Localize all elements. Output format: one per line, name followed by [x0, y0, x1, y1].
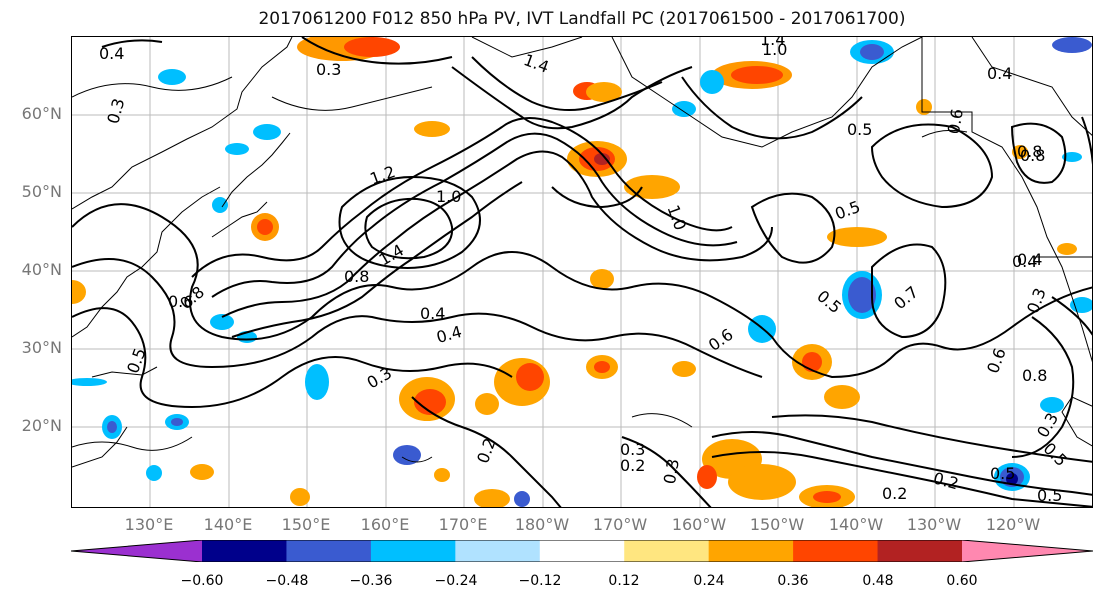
contour-label: 0.4 — [1012, 252, 1037, 271]
colorbar-segments — [202, 540, 963, 562]
contour-label: 0.6 — [983, 345, 1010, 375]
contour-label: 0.6 — [944, 107, 967, 135]
colorbar-segment — [624, 540, 710, 562]
colorbar-tick: 0.24 — [693, 573, 725, 589]
colorbar-tick: 0.12 — [608, 573, 640, 589]
colorbar-segment — [877, 540, 963, 562]
contour-label: 0.2 — [931, 468, 961, 493]
contour-label: 0.2 — [882, 484, 907, 503]
colorbar-tick: 0.36 — [777, 573, 809, 589]
lon-label: 150°W — [749, 515, 805, 534]
contour-label: 0.5 — [990, 464, 1015, 483]
lon-label: 170°E — [438, 515, 488, 534]
colorbar-tick: −0.24 — [434, 573, 478, 589]
contour-label: 0.7 — [890, 282, 922, 313]
contour-label: 1.4 — [521, 50, 551, 77]
colorbar-segment — [455, 540, 541, 562]
lon-label: 180°W — [514, 515, 570, 534]
map-panel: 0.4 0.3 0.3 1.0 1.4 1.2 1.4 1.0 0.4 0.5 … — [71, 36, 1093, 508]
contour-label: 1.2 — [367, 162, 397, 189]
plot-title: 2017061200 F012 850 hPa PV, IVT Landfall… — [258, 9, 906, 29]
contour-label: 0.3 — [316, 60, 341, 79]
contour-label: 0.3 — [660, 457, 683, 485]
lat-label: 60°N — [21, 104, 62, 123]
lon-label: 160°E — [360, 515, 410, 534]
contour-label: 0.4 — [420, 304, 445, 323]
contour-label: 0.3 — [620, 440, 645, 459]
colorbar — [71, 540, 1093, 562]
lon-label: 130°E — [124, 515, 174, 534]
shading-positive — [72, 37, 1077, 507]
contour-label: 0.8 — [1017, 142, 1042, 161]
contour-label: 0.4 — [434, 322, 464, 347]
pv-contours-thin — [72, 76, 968, 463]
pv-contours — [72, 37, 1092, 507]
colorbar-tick: −0.60 — [180, 573, 224, 589]
contour-label: 0.8 — [1020, 146, 1045, 165]
colorbar-extend-left — [71, 540, 202, 562]
lon-label: 160°W — [671, 515, 727, 534]
colorbar-extend-right — [962, 540, 1093, 562]
contour-label: 0.6 — [168, 292, 193, 311]
colorbar-segment — [286, 540, 372, 562]
contour-label: 0.4 — [1017, 250, 1042, 269]
map-canvas: 0.4 0.3 0.3 1.0 1.4 1.2 1.4 1.0 0.4 0.5 … — [72, 37, 1092, 507]
contour-label: 0.2 — [473, 435, 500, 465]
lon-label: 130°W — [906, 515, 962, 534]
lat-label: 30°N — [21, 338, 62, 357]
lon-label: 170°W — [592, 515, 648, 534]
colorbar-segment — [539, 540, 625, 562]
lon-label: 150°E — [281, 515, 331, 534]
contour-label: 1.4 — [760, 37, 785, 49]
contour-label: 0.3 — [1033, 409, 1062, 441]
colorbar-tick: −0.12 — [518, 573, 562, 589]
contour-label: 1.0 — [762, 40, 787, 59]
coastlines — [72, 37, 1092, 468]
contour-label: 0.8 — [344, 267, 369, 286]
contour-label: 0.5 — [1037, 486, 1062, 505]
contour-label: 0.3 — [103, 96, 128, 126]
lon-label: 140°E — [203, 515, 253, 534]
colorbar-segment — [202, 540, 287, 562]
contour-label: 1.0 — [436, 187, 461, 206]
lon-label: 140°W — [828, 515, 884, 534]
colorbar-tick: −0.36 — [349, 573, 393, 589]
contour-label: 0.8 — [1022, 366, 1047, 385]
contour-label: 0.5 — [847, 120, 872, 139]
lon-label: 120°W — [985, 515, 1041, 534]
contour-label: 0.6 — [705, 325, 737, 355]
contour-label: 0.5 — [832, 197, 862, 224]
contour-label: 0.4 — [99, 44, 124, 63]
colorbar-tick: 0.48 — [862, 573, 894, 589]
colorbar-segment — [708, 540, 794, 562]
lat-label: 50°N — [21, 182, 62, 201]
contour-label: 0.5 — [1040, 439, 1071, 470]
colorbar-segment — [370, 540, 456, 562]
contour-label: 0.4 — [987, 64, 1012, 83]
colorbar-segment — [793, 540, 879, 562]
contour-label: 0.3 — [364, 363, 396, 392]
graticule — [72, 37, 1092, 507]
colorbar-tick: 0.60 — [946, 573, 978, 589]
contour-label: 0.3 — [1023, 285, 1050, 315]
contour-label: 0.5 — [813, 286, 845, 317]
lat-label: 40°N — [21, 260, 62, 279]
lat-label: 20°N — [21, 416, 62, 435]
colorbar-tick: −0.48 — [265, 573, 309, 589]
contour-label: 0.2 — [620, 456, 645, 475]
contour-label: 1.0 — [664, 202, 691, 232]
